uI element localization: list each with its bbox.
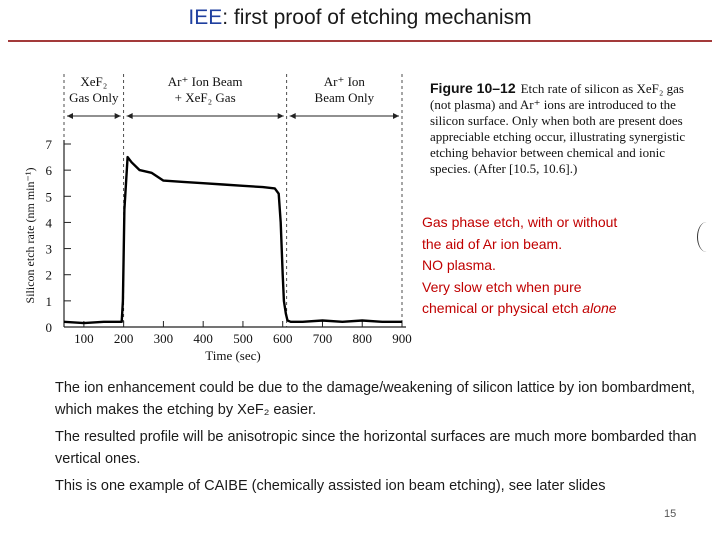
body-paragraph-1: The ion enhancement could be due to the …	[55, 380, 696, 418]
region-arrow-right	[393, 113, 399, 119]
caption-line-1: Etch rate of silicon as XeF₂ gas	[520, 81, 684, 96]
region-label-line1: Ar⁺ Ion Beam	[168, 74, 243, 89]
x-tick-label: 900	[392, 331, 412, 346]
title-acronym: IEE	[188, 6, 223, 29]
region-label-line1: Ar⁺ Ion	[324, 74, 366, 89]
y-tick-label: 4	[46, 215, 53, 230]
y-axis-label: Silicon etch rate (nm min⁻¹)	[23, 168, 37, 304]
note-line-5-text: chemical or physical etch	[422, 300, 583, 316]
y-tick-label: 2	[46, 268, 53, 283]
region-arrow-left	[289, 113, 296, 119]
etch-rate-series-line	[63, 155, 402, 325]
x-tick-label: 100	[74, 331, 94, 346]
caption-line-2: (not plasma) and Ar⁺ ions are introduced…	[430, 97, 676, 112]
slide-title: IEE: first proof of etching mechanism	[0, 6, 720, 30]
note-line-4: Very slow etch when pure	[422, 278, 582, 295]
note-line-5: chemical or physical etch alone	[422, 298, 712, 320]
caption-line-5: etching behavior between chemical and io…	[430, 145, 665, 160]
etch-rate-chart: 0 1 2 3 4 5 6 7 100 200 300 400 500 600 700 800 900 Time …	[23, 74, 412, 363]
figure-caption: Figure 10–12 Etch rate of silicon as XeF₂…	[430, 80, 708, 177]
annotation-notes: Gas phase etch, with or without the aid …	[422, 212, 712, 320]
x-tick-label: 600	[273, 331, 293, 346]
note-line-1: Gas phase etch, with or without	[422, 214, 618, 230]
note-line-3: NO plasma.	[422, 257, 496, 273]
region-label-line2: Gas Only	[69, 90, 119, 105]
caption-line-4: appreciable etching occur, illustrating …	[430, 129, 686, 144]
y-tick-label: 5	[46, 189, 53, 204]
x-tick-label: 300	[154, 331, 174, 346]
y-tick-label: 7	[46, 137, 53, 152]
x-tick-label: 200	[114, 331, 134, 346]
body-paragraph-2: The resulted profile will be anisotropic…	[55, 429, 697, 467]
y-tick-label: 0	[46, 320, 53, 335]
body-paragraph-3: This is one example of CAIBE (chemically…	[55, 478, 606, 494]
region-arrow-left	[126, 113, 133, 119]
page-number: 15	[664, 508, 677, 520]
x-tick-label: 800	[352, 331, 372, 346]
region-label-line2: Beam Only	[315, 90, 375, 105]
x-tick-label: 400	[193, 331, 213, 346]
region-arrow-right	[277, 113, 284, 119]
region-arrow-left	[67, 113, 73, 119]
region-label-line2: + XeF₂ Gas	[175, 90, 236, 105]
title-text: : first proof of etching mechanism	[222, 6, 532, 29]
region-arrow-right	[114, 113, 121, 119]
caption-line-3: silicon surface. Only when both are pres…	[430, 113, 683, 128]
y-tick-label: 6	[46, 163, 53, 178]
edge-bracket-decoration	[697, 222, 716, 252]
region-label-line1: XeF₂	[80, 74, 107, 89]
title-divider	[8, 40, 712, 42]
x-axis-label: Time (sec)	[205, 348, 261, 363]
note-line-2: the aid of Ar ion beam.	[422, 235, 563, 252]
y-tick-label: 1	[46, 294, 53, 309]
body-text: The ion enhancement could be due to the …	[55, 378, 705, 504]
figure-label: Figure 10–12	[430, 80, 516, 96]
x-tick-label: 500	[233, 331, 253, 346]
x-tick-label: 700	[313, 331, 333, 346]
note-emphasis: alone	[582, 300, 617, 316]
caption-line-6: species. (After [10.5, 10.6].)	[430, 161, 578, 176]
y-tick-label: 3	[46, 242, 53, 257]
